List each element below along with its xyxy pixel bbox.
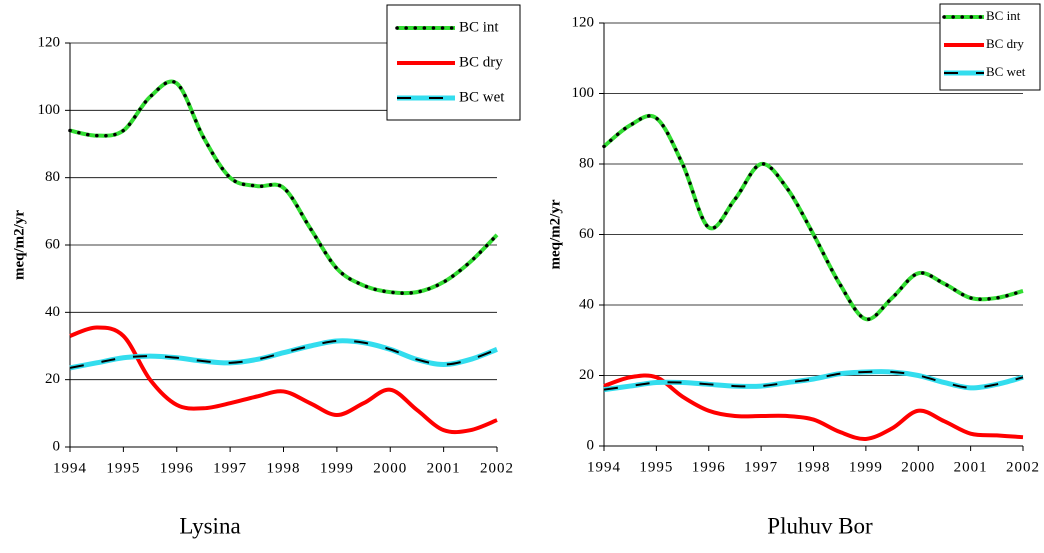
y-tick-label: 100 xyxy=(38,102,61,118)
x-tick-label: 2000 xyxy=(901,459,935,475)
series-line-pattern xyxy=(602,114,1025,321)
series-line xyxy=(69,79,499,296)
y-tick-label: 40 xyxy=(45,304,60,320)
x-tick-label: 1996 xyxy=(160,460,194,476)
x-tick-label: 2002 xyxy=(1006,459,1040,475)
x-tick-label: 1994 xyxy=(587,459,621,475)
x-tick-label: 1999 xyxy=(849,459,883,475)
x-tick-label: 1998 xyxy=(267,460,301,476)
chart-caption: Pluhuv Bor xyxy=(767,513,873,538)
y-axis-label: meq/m2/yr xyxy=(11,210,27,280)
y-tick-label: 80 xyxy=(45,169,60,185)
legend-label: BC int xyxy=(986,8,1021,23)
series-line xyxy=(69,338,498,371)
x-tick-label: 1997 xyxy=(744,459,778,475)
legend-label: BC int xyxy=(459,19,499,35)
x-tick-label: 1996 xyxy=(692,459,726,475)
x-tick-label: 1995 xyxy=(106,460,140,476)
x-tick-label: 2002 xyxy=(480,460,514,476)
x-tick-label: 1994 xyxy=(53,460,87,476)
y-tick-label: 0 xyxy=(53,438,61,454)
legend-label: BC dry xyxy=(986,36,1024,51)
legend-label: BC dry xyxy=(459,54,503,70)
line-chart: 0 20 40 60 80 100 120 1994 1995 1996 1997 1998 1999 2… xyxy=(547,3,1041,538)
x-tick-label: 1997 xyxy=(213,460,247,476)
series-line xyxy=(69,325,498,435)
y-tick-label: 120 xyxy=(572,14,595,30)
y-tick-label: 80 xyxy=(579,155,594,171)
legend-label: BC wet xyxy=(986,64,1026,79)
series-line-pattern xyxy=(603,370,1024,391)
x-tick-label: 2001 xyxy=(954,459,988,475)
y-tick-label: 100 xyxy=(572,85,595,101)
y-axis-label: meq/m2/yr xyxy=(547,199,563,269)
y-tick-label: 0 xyxy=(587,437,595,453)
x-tick-label: 1995 xyxy=(639,459,673,475)
y-tick-label: 20 xyxy=(579,367,594,383)
x-tick-label: 2000 xyxy=(373,460,407,476)
x-tick-label: 2001 xyxy=(427,460,461,476)
legend-label: BC wet xyxy=(459,89,505,105)
y-tick-label: 40 xyxy=(579,296,594,312)
series-line-pattern xyxy=(69,339,498,369)
y-tick-label: 120 xyxy=(38,34,61,50)
chart-caption: Lysina xyxy=(179,513,240,538)
y-tick-label: 60 xyxy=(579,226,594,242)
y-tick-label: 60 xyxy=(45,236,60,252)
x-tick-label: 1999 xyxy=(320,460,354,476)
series-line xyxy=(602,113,1024,322)
series-line xyxy=(603,373,1024,441)
y-tick-label: 20 xyxy=(45,371,60,387)
x-tick-label: 1998 xyxy=(797,459,831,475)
line-chart: 0 20 40 60 80 100 120 1994 1995 1996 1997 1998 1999 2… xyxy=(11,4,521,538)
